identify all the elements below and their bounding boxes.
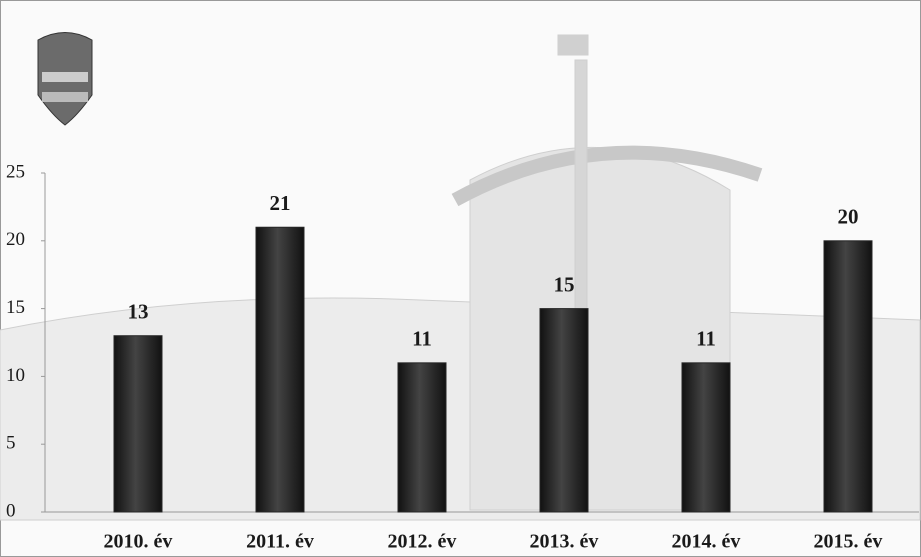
value-label: 11 bbox=[412, 327, 432, 351]
y-tick-label: 10 bbox=[6, 365, 25, 386]
x-tick-label: 2014. év bbox=[672, 531, 741, 553]
value-label: 11 bbox=[696, 327, 716, 351]
y-tick-label: 5 bbox=[6, 433, 16, 454]
y-tick-label: 0 bbox=[6, 500, 16, 521]
x-tick-label: 2010. év bbox=[104, 531, 173, 553]
x-tick-label: 2013. év bbox=[530, 531, 599, 553]
y-tick-label: 25 bbox=[6, 161, 25, 182]
value-label: 13 bbox=[128, 300, 149, 324]
bar bbox=[681, 362, 731, 513]
bar bbox=[823, 240, 873, 513]
value-label: 15 bbox=[554, 272, 575, 296]
bar bbox=[539, 308, 589, 513]
y-tick-label: 20 bbox=[6, 229, 25, 250]
value-label: 20 bbox=[838, 205, 859, 229]
bar bbox=[255, 226, 305, 513]
x-tick-label: 2012. év bbox=[388, 531, 457, 553]
bar bbox=[113, 335, 163, 513]
bar bbox=[397, 362, 447, 513]
x-tick-label: 2011. év bbox=[246, 531, 314, 553]
value-label: 21 bbox=[270, 191, 291, 215]
y-tick-label: 15 bbox=[6, 297, 25, 318]
x-tick-label: 2015. év bbox=[814, 531, 883, 553]
logo bbox=[37, 32, 93, 126]
